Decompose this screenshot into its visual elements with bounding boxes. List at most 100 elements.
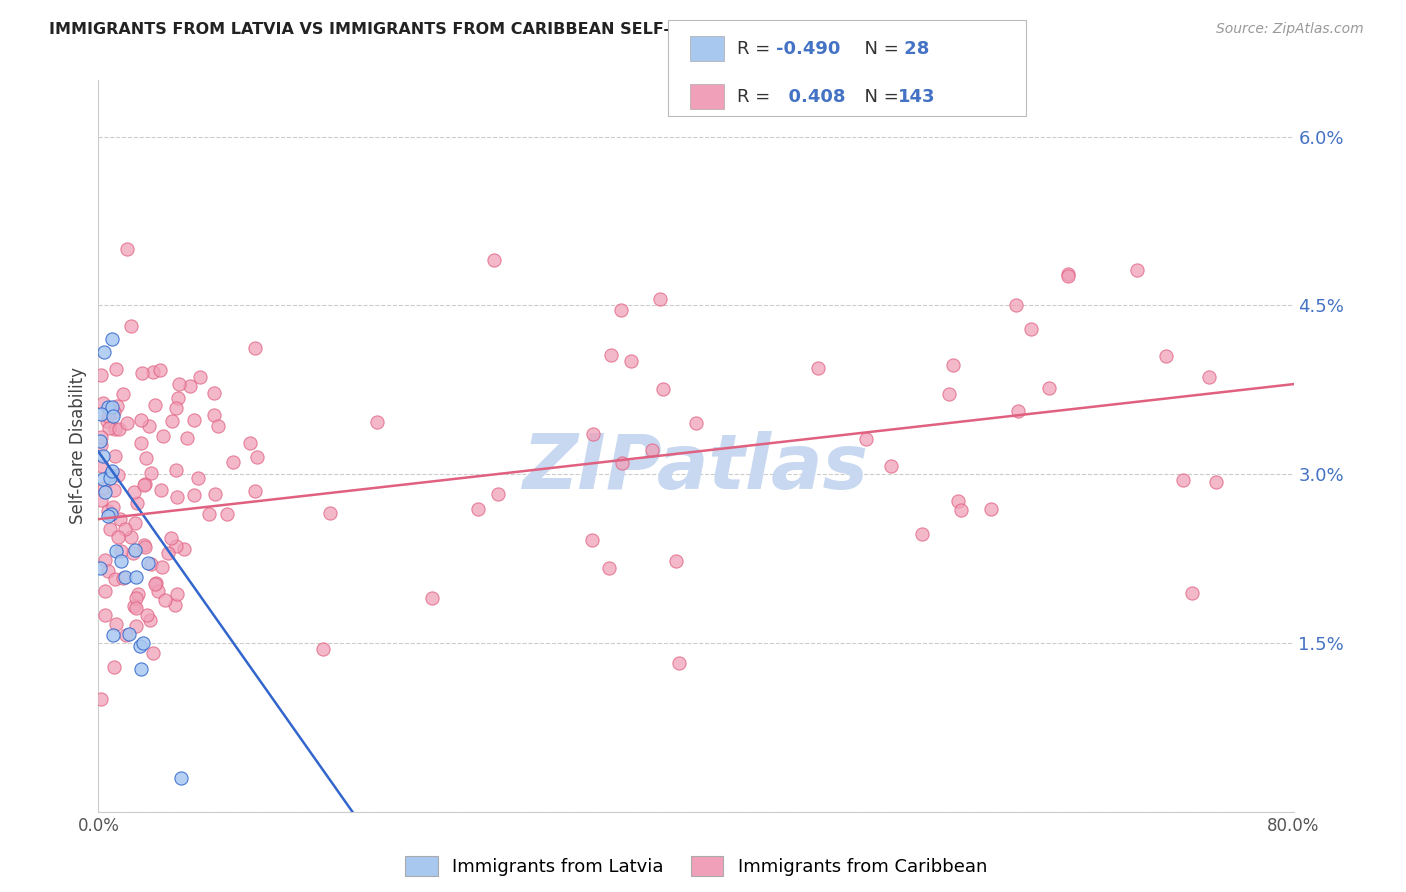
Point xyxy=(946,494,969,508)
Point xyxy=(665,554,688,568)
Point xyxy=(110,554,132,568)
Point xyxy=(142,365,165,379)
Point xyxy=(112,387,135,401)
Point xyxy=(91,458,114,473)
Point xyxy=(139,613,162,627)
Point xyxy=(486,487,509,501)
Text: 0.408: 0.408 xyxy=(776,88,845,106)
Point xyxy=(121,546,143,560)
Point xyxy=(104,544,127,558)
Point xyxy=(90,430,112,444)
Point xyxy=(97,509,120,524)
Point xyxy=(139,466,162,480)
Point xyxy=(91,449,114,463)
Point xyxy=(94,583,117,598)
Point xyxy=(420,591,443,606)
Point xyxy=(124,543,146,558)
Point xyxy=(145,575,167,590)
Point xyxy=(118,627,141,641)
Point xyxy=(183,488,205,502)
Point xyxy=(115,628,138,642)
Point xyxy=(103,405,125,419)
Point xyxy=(96,414,118,428)
Point xyxy=(136,556,159,570)
Point xyxy=(127,587,149,601)
Point xyxy=(131,366,153,380)
Point xyxy=(581,426,603,441)
Point xyxy=(101,332,124,346)
Point xyxy=(167,376,190,391)
Text: R =: R = xyxy=(737,40,776,58)
Text: N =: N = xyxy=(853,40,905,58)
Point xyxy=(143,398,166,412)
Point xyxy=(120,530,142,544)
Point xyxy=(467,501,489,516)
Point xyxy=(120,319,142,334)
Point xyxy=(89,434,111,448)
Point xyxy=(167,391,190,405)
Point xyxy=(980,502,1002,516)
Point xyxy=(94,553,117,567)
Point xyxy=(90,493,112,508)
Text: Source: ZipAtlas.com: Source: ZipAtlas.com xyxy=(1216,22,1364,37)
Point xyxy=(132,636,155,650)
Point xyxy=(165,598,187,612)
Point xyxy=(156,546,179,560)
Point xyxy=(1057,267,1080,281)
Point xyxy=(187,471,209,485)
Legend: Immigrants from Latvia, Immigrants from Caribbean: Immigrants from Latvia, Immigrants from … xyxy=(398,849,994,883)
Point xyxy=(90,368,112,382)
Point xyxy=(1198,370,1220,384)
Point xyxy=(1171,473,1194,487)
Point xyxy=(245,341,267,355)
Point xyxy=(204,487,226,501)
Point xyxy=(108,512,131,526)
Text: 28: 28 xyxy=(898,40,929,58)
Point xyxy=(217,507,239,521)
Point xyxy=(149,363,172,377)
Text: R =: R = xyxy=(737,88,776,106)
Point xyxy=(89,561,111,575)
Point xyxy=(166,401,188,416)
Point xyxy=(202,408,225,422)
Point xyxy=(124,516,146,530)
Point xyxy=(1005,298,1028,312)
Point xyxy=(880,458,903,473)
Point xyxy=(91,472,114,486)
Point xyxy=(1019,321,1042,335)
Y-axis label: Self-Care Disability: Self-Care Disability xyxy=(69,368,87,524)
Point xyxy=(129,662,152,676)
Point xyxy=(132,538,155,552)
Point xyxy=(94,608,117,623)
Point xyxy=(97,504,120,518)
Point xyxy=(160,414,183,428)
Point xyxy=(98,471,121,485)
Point xyxy=(97,401,120,415)
Point xyxy=(146,583,169,598)
Point xyxy=(105,617,128,632)
Point xyxy=(101,500,124,514)
Point xyxy=(103,659,125,673)
Point xyxy=(166,490,188,504)
Point xyxy=(101,400,124,414)
Point xyxy=(93,481,115,495)
Point xyxy=(1057,269,1080,284)
Point xyxy=(129,435,152,450)
Point xyxy=(97,421,120,435)
Point xyxy=(685,417,707,431)
Point xyxy=(207,418,229,433)
Point xyxy=(311,642,333,657)
Point xyxy=(90,438,112,452)
Point xyxy=(239,435,262,450)
Point xyxy=(197,507,219,521)
Point xyxy=(648,292,671,306)
Point xyxy=(108,422,131,436)
Text: N =: N = xyxy=(853,88,905,106)
Point xyxy=(132,477,155,491)
Point xyxy=(1126,263,1149,277)
Point xyxy=(100,507,122,521)
Point xyxy=(90,692,112,706)
Point xyxy=(152,429,174,443)
Point xyxy=(482,252,505,267)
Point xyxy=(125,619,148,633)
